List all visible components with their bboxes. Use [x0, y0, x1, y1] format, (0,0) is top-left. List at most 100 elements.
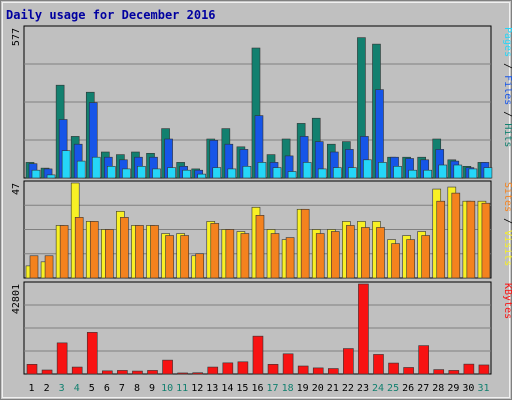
bar-kbytes-day-2 — [41, 369, 53, 375]
bar-pages-day-3 — [61, 150, 71, 179]
bar-kbytes-day-23 — [358, 283, 369, 375]
bar-kbytes-day-8 — [132, 370, 143, 375]
bar-sites-day-20 — [315, 233, 325, 279]
bar-pages-day-10 — [167, 167, 176, 179]
x-tick-label-day-7: 7 — [119, 383, 125, 394]
bar-kbytes-day-13 — [207, 366, 219, 375]
x-tick-label-day-20: 20 — [312, 383, 324, 394]
bar-pages-day-19 — [302, 162, 312, 179]
x-tick-label-day-5: 5 — [89, 383, 95, 394]
bar-sites-day-5 — [89, 221, 99, 279]
legend-item-files: Files — [502, 75, 512, 105]
bar-sites-day-12 — [195, 253, 205, 279]
bar-kbytes-day-30 — [463, 363, 475, 375]
x-tick-label-day-9: 9 — [149, 383, 155, 394]
bar-pages-day-7 — [122, 168, 131, 179]
bar-kbytes-day-17 — [267, 364, 279, 375]
bar-sites-day-26 — [406, 239, 415, 279]
bar-pages-day-21 — [332, 167, 342, 179]
x-tick-label-day-28: 28 — [432, 383, 444, 394]
bar-kbytes-day-16 — [252, 335, 264, 375]
bar-pages-day-22 — [348, 167, 357, 179]
legend-item-visits: Visits — [502, 230, 512, 266]
bar-sites-day-16 — [255, 215, 265, 279]
bar-sites-day-15 — [240, 233, 250, 279]
bar-pages-day-6 — [107, 166, 116, 179]
x-tick-label-day-3: 3 — [59, 383, 65, 394]
bar-pages-day-25 — [393, 166, 402, 179]
bar-sites-day-17 — [270, 233, 280, 279]
bar-kbytes-day-31 — [478, 364, 490, 375]
bar-kbytes-day-21 — [327, 368, 339, 375]
bar-kbytes-day-4 — [71, 366, 83, 375]
x-tick-label-day-4: 4 — [74, 383, 80, 394]
bar-sites-day-19 — [300, 208, 310, 279]
bar-sites-day-21 — [330, 231, 340, 279]
bar-kbytes-day-15 — [237, 361, 249, 375]
x-tick-label-day-15: 15 — [236, 383, 248, 394]
x-tick-label-day-17: 17 — [267, 383, 279, 394]
bar-pages-day-26 — [408, 169, 417, 179]
bar-pages-day-23 — [363, 159, 372, 179]
bar-kbytes-day-7 — [117, 370, 128, 375]
bar-sites-day-29 — [451, 192, 461, 279]
legend-separator: / — [502, 57, 512, 75]
bar-sites-day-31 — [481, 202, 491, 279]
legend-visits_sites: Sites / Visits — [502, 182, 512, 266]
bar-sites-day-22 — [346, 225, 355, 279]
legend-item-sites: Sites — [502, 182, 512, 212]
bar-pages-day-2 — [46, 174, 56, 179]
x-tick-label-day-29: 29 — [447, 383, 459, 394]
x-tick-label-day-11: 11 — [176, 383, 188, 394]
x-tick-label-day-22: 22 — [342, 383, 354, 394]
x-tick-label-day-23: 23 — [357, 383, 369, 394]
bar-kbytes-day-14 — [222, 362, 234, 375]
bar-sites-day-24 — [376, 227, 385, 279]
bar-kbytes-day-24 — [373, 354, 384, 375]
bar-kbytes-day-25 — [388, 362, 399, 375]
x-tick-label-day-1: 1 — [29, 383, 35, 394]
bar-sites-day-23 — [361, 227, 370, 279]
bar-pages-day-24 — [378, 162, 387, 179]
x-tick-label-day-27: 27 — [417, 383, 429, 394]
bar-kbytes-day-18 — [282, 353, 294, 375]
bar-sites-day-6 — [105, 229, 114, 279]
bar-kbytes-day-19 — [297, 365, 309, 375]
bar-kbytes-day-11 — [177, 372, 188, 375]
bar-kbytes-day-3 — [56, 342, 68, 375]
bar-kbytes-day-1 — [26, 364, 38, 375]
x-tick-label-day-12: 12 — [191, 383, 203, 394]
x-tick-label-day-24: 24 — [372, 383, 384, 394]
legend-item-hits: Hits — [502, 123, 512, 147]
bar-kbytes-day-22 — [343, 348, 354, 375]
bar-sites-day-18 — [285, 237, 295, 279]
bar-sites-day-1 — [29, 255, 39, 279]
bar-sites-day-10 — [165, 235, 174, 279]
chart-title: Daily usage for December 2016 — [6, 8, 216, 22]
legend-item-pages: Pages — [502, 27, 512, 57]
x-tick-label-day-6: 6 — [104, 383, 110, 394]
bar-pages-day-4 — [76, 160, 86, 179]
bar-pages-day-31 — [483, 167, 493, 179]
bar-sites-day-11 — [180, 235, 189, 279]
bar-pages-day-17 — [272, 167, 282, 179]
bar-sites-day-14 — [225, 229, 235, 279]
y-max-label-hits_files_pages: 577 — [11, 28, 22, 46]
bar-pages-day-11 — [182, 169, 191, 179]
bar-pages-day-12 — [197, 173, 207, 179]
x-tick-label-day-18: 18 — [282, 383, 294, 394]
bar-pages-day-5 — [91, 156, 101, 179]
bar-sites-day-25 — [391, 243, 400, 279]
bar-sites-day-13 — [210, 223, 220, 279]
bar-sites-day-2 — [44, 255, 54, 279]
bar-pages-day-15 — [242, 166, 252, 179]
x-tick-label-day-16: 16 — [251, 383, 263, 394]
x-tick-label-day-8: 8 — [134, 383, 140, 394]
bar-pages-day-16 — [257, 162, 267, 179]
bar-sites-day-4 — [74, 217, 84, 279]
bar-sites-day-27 — [421, 235, 430, 279]
bar-kbytes-day-10 — [162, 359, 173, 375]
x-tick-label-day-21: 21 — [327, 383, 339, 394]
bar-kbytes-day-27 — [418, 345, 429, 375]
